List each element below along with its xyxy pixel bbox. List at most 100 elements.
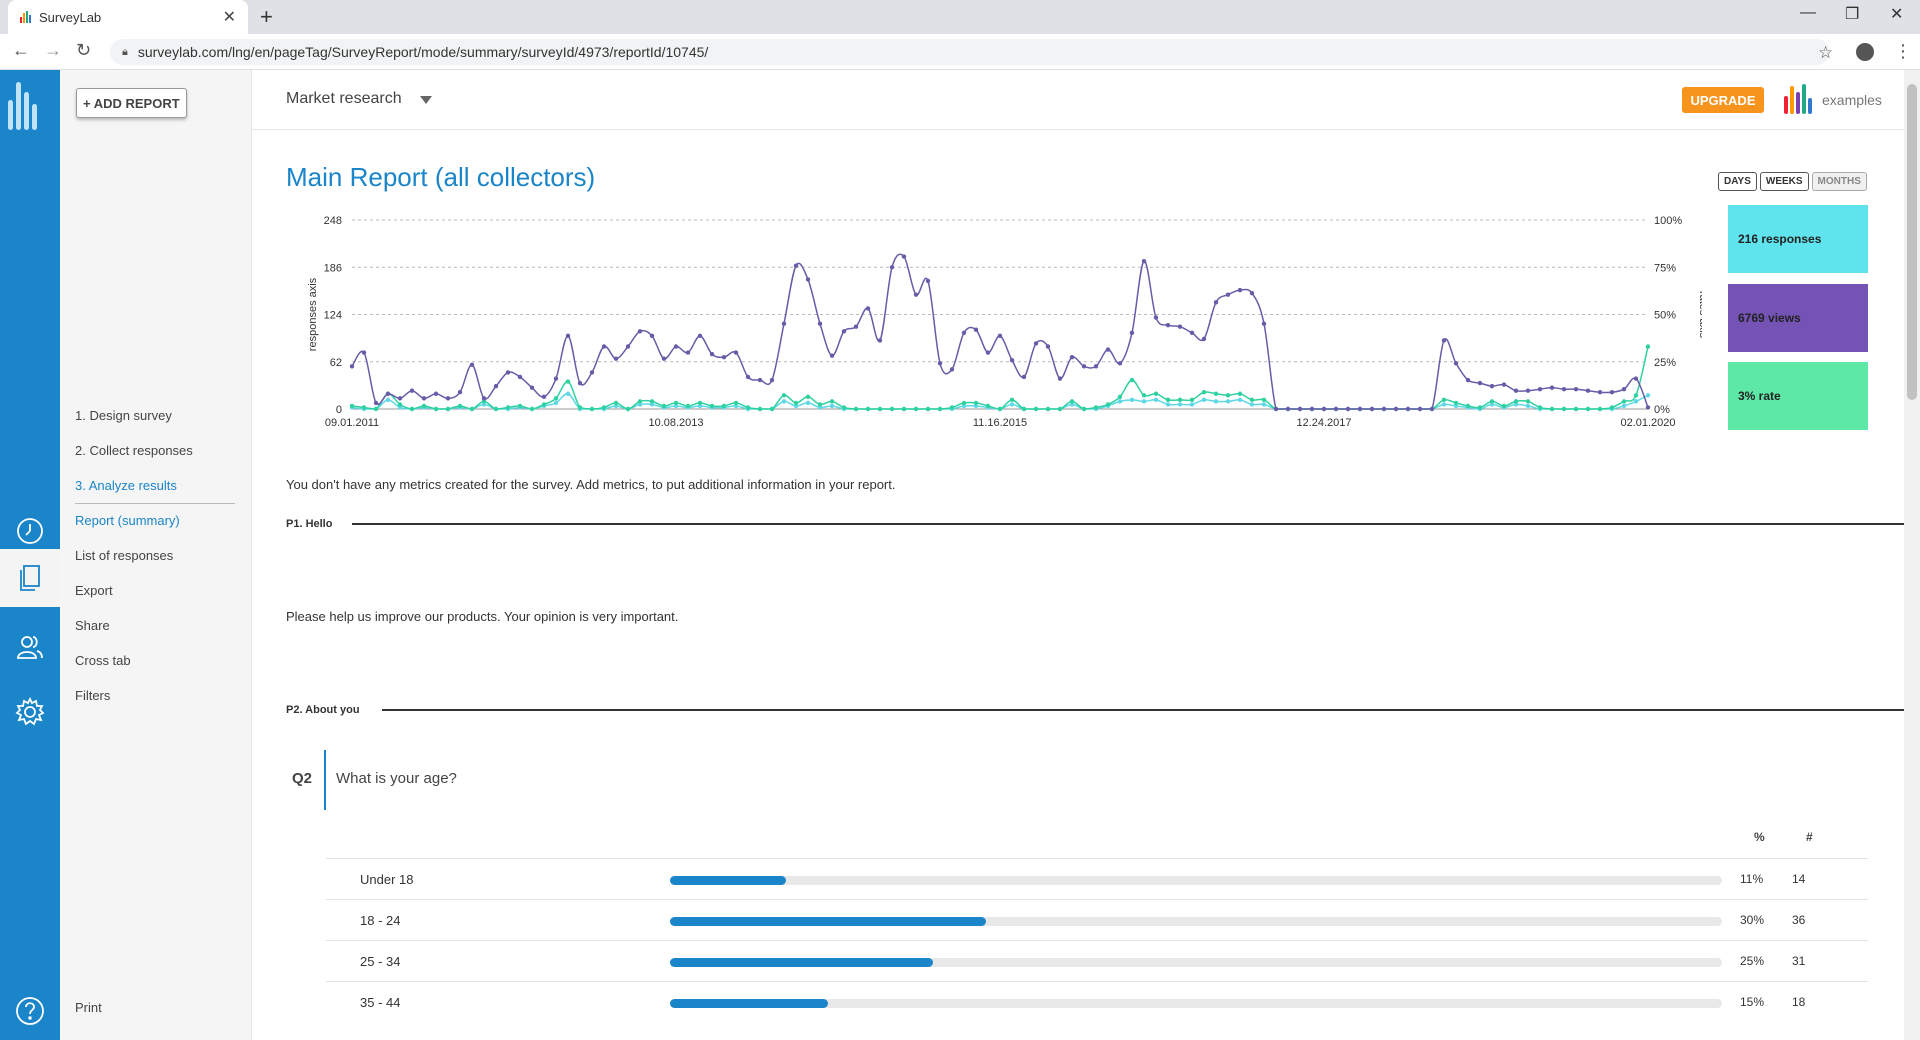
chart-point xyxy=(553,396,559,401)
chart-point xyxy=(1597,390,1603,395)
examples-logo-icon[interactable] xyxy=(1784,84,1812,114)
chart-point xyxy=(1213,391,1219,396)
period-months-button[interactable]: MONTHS xyxy=(1811,172,1867,191)
rail-help-icon[interactable] xyxy=(0,982,60,1040)
chart-point xyxy=(421,403,427,409)
nav-list-of-responses[interactable]: List of responses xyxy=(75,548,174,563)
chart-point xyxy=(1453,361,1459,366)
rail-users-icon[interactable] xyxy=(0,618,60,676)
nav-print[interactable]: Print xyxy=(75,1000,102,1015)
y-tick-label: 186 xyxy=(324,262,342,274)
chevron-down-icon[interactable] xyxy=(420,96,432,104)
tab-close-icon[interactable]: ✕ xyxy=(222,9,236,26)
browser-menu-icon[interactable]: ⋮ xyxy=(1894,41,1912,61)
responses-stat-card[interactable]: 216 responses xyxy=(1728,205,1868,273)
forward-icon[interactable]: → xyxy=(44,40,62,60)
answer-label: 35 - 44 xyxy=(360,995,401,1010)
surveylab-logo-icon[interactable] xyxy=(8,82,37,130)
chart-point xyxy=(697,400,703,406)
examples-link[interactable]: examples xyxy=(1822,92,1882,108)
restore-icon[interactable]: ❐ xyxy=(1845,6,1860,23)
lock-icon: 🔒︎ xyxy=(122,45,128,58)
chart-point xyxy=(805,400,811,406)
chart-point xyxy=(1513,388,1519,393)
nav-cross-tab[interactable]: Cross tab xyxy=(75,653,131,668)
page-scrollbar[interactable] xyxy=(1904,70,1920,1040)
chart-point xyxy=(1177,402,1183,407)
nav-design-survey[interactable]: 1. Design survey xyxy=(75,408,172,423)
y2-tick-label: 100% xyxy=(1654,215,1682,227)
nav-filters[interactable]: Filters xyxy=(75,688,111,703)
browser-tab[interactable]: SurveyLab ✕ xyxy=(8,0,248,34)
main-content: Market research UPGRADE examples Main Re… xyxy=(252,70,1904,1040)
chart-point xyxy=(1141,399,1147,404)
chart-point xyxy=(1009,402,1015,407)
rail-settings-gear-icon[interactable] xyxy=(0,683,60,741)
chart-point xyxy=(493,383,499,389)
add-report-button[interactable]: + ADD REPORT xyxy=(76,88,187,118)
reload-icon[interactable]: ↻ xyxy=(76,40,92,60)
chart-point xyxy=(1621,403,1627,409)
chart-point xyxy=(349,403,355,409)
chart-point xyxy=(985,350,991,355)
rate-stat-card[interactable]: 3% rate xyxy=(1728,362,1868,430)
chart-point xyxy=(721,403,727,409)
upgrade-button[interactable]: UPGRADE xyxy=(1682,87,1764,113)
chart-point xyxy=(1609,390,1615,395)
nav-analyze-results[interactable]: 3. Analyze results xyxy=(75,478,177,493)
chart-point xyxy=(685,350,691,355)
chart-point xyxy=(793,263,799,268)
chart-point xyxy=(973,403,979,409)
nav-share[interactable]: Share xyxy=(75,618,110,633)
nav-export[interactable]: Export xyxy=(75,583,113,598)
chart-point xyxy=(1465,377,1471,383)
answer-row: 25 - 34 25% 31 xyxy=(326,940,1868,981)
scrollbar-thumb[interactable] xyxy=(1907,84,1917,400)
chart-point xyxy=(1477,380,1483,386)
answer-percent: 25% xyxy=(1740,954,1765,968)
page-divider xyxy=(382,709,1904,711)
period-weeks-button[interactable]: WEEKS xyxy=(1759,172,1809,191)
chart-point xyxy=(853,324,859,329)
chart-point xyxy=(1273,406,1279,412)
address-bar-row: ← → ↻ 🔒︎ surveylab.com/lng/en/pageTag/Su… xyxy=(0,34,1920,70)
answer-bar-track xyxy=(670,999,1722,1008)
chart-point xyxy=(1561,386,1567,392)
url-field[interactable]: 🔒︎ surveylab.com/lng/en/pageTag/SurveyRe… xyxy=(110,39,1830,65)
answer-label: 18 - 24 xyxy=(360,913,401,928)
chart-point xyxy=(625,406,631,412)
chart-point xyxy=(733,400,739,406)
chart-point xyxy=(1009,358,1015,363)
chart-point xyxy=(397,402,403,407)
chart-point xyxy=(1225,292,1231,297)
nav-report-summary[interactable]: Report (summary) xyxy=(75,513,180,528)
chart-point xyxy=(949,367,955,372)
survey-selector[interactable]: Market research xyxy=(286,90,402,107)
rail-clock-icon[interactable] xyxy=(0,502,60,560)
chart-point xyxy=(1105,347,1111,352)
chart-point xyxy=(1033,341,1039,346)
account-icon[interactable] xyxy=(1856,43,1874,61)
answer-count: 14 xyxy=(1792,872,1806,886)
chart-point xyxy=(445,396,451,401)
chart-point xyxy=(1093,405,1099,410)
chart-point xyxy=(529,406,535,412)
chart-point xyxy=(1345,406,1351,412)
chart-point xyxy=(481,396,487,401)
chart-point xyxy=(805,394,811,400)
views-stat-card[interactable]: 6769 views xyxy=(1728,284,1868,352)
period-days-button[interactable]: DAYS xyxy=(1718,172,1757,191)
bookmark-star-icon[interactable]: ☆ xyxy=(1818,43,1834,62)
answer-count: 31 xyxy=(1792,954,1806,968)
nav-collect-responses[interactable]: 2. Collect responses xyxy=(75,443,193,458)
answer-row: Under 18 11% 14 xyxy=(326,858,1868,899)
chart-point xyxy=(733,350,739,355)
minimize-icon[interactable]: — xyxy=(1800,4,1816,21)
window-close-icon[interactable]: ✕ xyxy=(1890,6,1904,23)
chart-point xyxy=(1333,406,1339,412)
new-tab-button[interactable]: + xyxy=(260,4,273,29)
chart-point xyxy=(1405,406,1411,412)
rail-report-icon[interactable] xyxy=(0,549,60,607)
back-icon[interactable]: ← xyxy=(12,40,30,60)
chart-point xyxy=(1237,391,1243,396)
